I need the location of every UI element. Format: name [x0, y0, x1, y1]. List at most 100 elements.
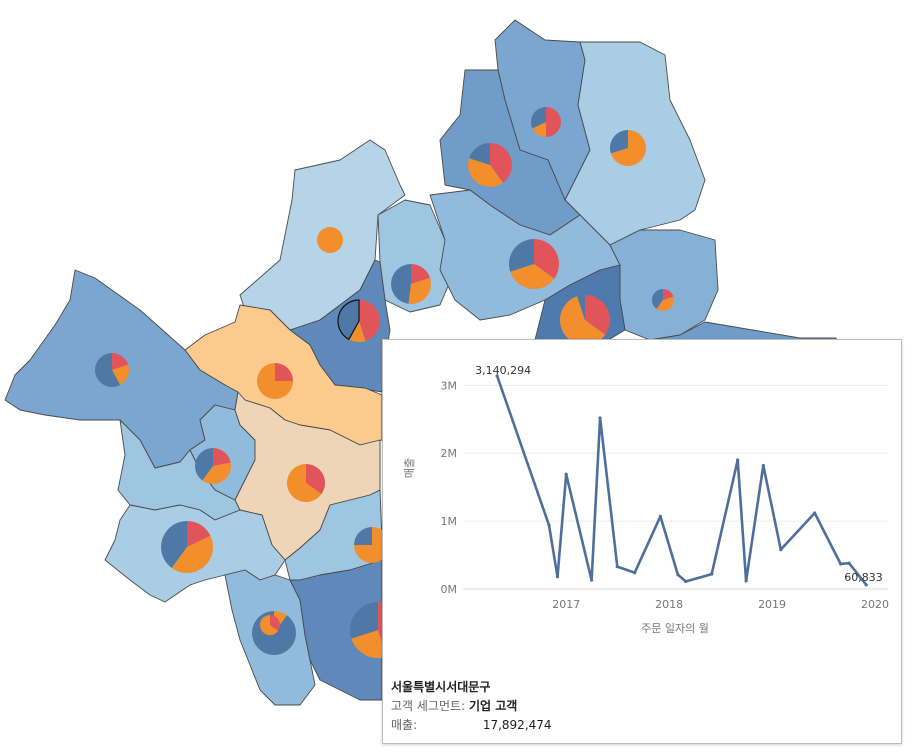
data-label: 60,833 — [844, 571, 883, 584]
pie-slice-red — [359, 300, 380, 341]
segment-value: 기업 고객 — [468, 699, 518, 713]
data-point[interactable] — [658, 514, 662, 518]
pie-slice-blue — [508, 239, 534, 272]
pie-slice-orange — [112, 364, 130, 385]
pie-slice-blue — [609, 130, 628, 154]
pie-slice-orange — [171, 535, 214, 573]
pie-marker[interactable] — [560, 295, 611, 345]
chart-gridlines — [463, 384, 888, 522]
x-tick-label: 2020 — [861, 598, 889, 611]
pie-marker[interactable] — [317, 227, 343, 253]
data-point[interactable] — [547, 523, 551, 527]
data-point[interactable] — [564, 472, 568, 476]
data-point[interactable] — [555, 575, 560, 579]
pie-slice-orange — [408, 277, 431, 304]
data-point[interactable] — [495, 374, 499, 378]
pie-slice-red — [534, 239, 560, 279]
pie-slice-red — [663, 289, 674, 300]
data-point[interactable] — [864, 583, 868, 587]
x-tick-label: 2017 — [552, 598, 580, 611]
x-axis-tick-labels: 2017 2018 2019 2020 — [552, 598, 889, 611]
pie-slice-orange — [260, 615, 279, 635]
pie-slice-red — [490, 143, 513, 183]
pie-marker[interactable] — [161, 521, 214, 573]
pie-marker[interactable] — [468, 143, 513, 187]
pie-slice-orange — [202, 462, 231, 484]
pie-slice-blue — [354, 527, 372, 545]
pie-marker[interactable] — [95, 353, 130, 387]
pie-marker[interactable] — [508, 239, 560, 290]
pie-slice-red — [306, 464, 326, 495]
pie-slice-orange — [257, 363, 293, 399]
pie-slice-orange — [317, 227, 343, 253]
data-point[interactable] — [633, 571, 637, 575]
selected-slice-outline — [337, 299, 360, 341]
pie-slice-orange — [656, 296, 674, 312]
data-point[interactable] — [744, 579, 748, 583]
pie-slice-blue — [577, 295, 585, 320]
y-tick-label: 1M — [441, 515, 458, 528]
pie-slice-blue — [531, 107, 546, 129]
district-name: 서울특별시서대문구 — [391, 680, 491, 694]
pie-slice-red — [546, 107, 561, 137]
pie-marker[interactable] — [651, 289, 674, 312]
pie-slice-red — [585, 295, 611, 335]
data-point[interactable] — [598, 416, 602, 420]
y-axis-tick-labels: 0M 1M 2M 3M — [441, 379, 458, 596]
pie-slice-orange — [532, 122, 546, 137]
data-point[interactable] — [779, 548, 783, 552]
data-point[interactable] — [838, 562, 843, 566]
pie-slice-red — [411, 264, 431, 284]
x-tick-label: 2019 — [758, 598, 786, 611]
pie-slice-blue — [391, 264, 411, 304]
pie-slice-orange — [610, 130, 646, 167]
pie-marker[interactable] — [531, 107, 561, 137]
x-axis-title: 주문 일자의 월 — [641, 621, 709, 635]
pie-slice-red — [112, 353, 129, 370]
data-point[interactable] — [736, 458, 740, 462]
pie-marker[interactable] — [195, 448, 231, 484]
y-tick-label: 3M — [441, 379, 458, 392]
pie-slice-orange — [348, 321, 366, 342]
sales-trend-chart: 0M 1M 2M 3M 2017 2018 2019 2020 매출 주문 일자의 월 3,… — [403, 364, 889, 635]
pie-slice-orange — [560, 296, 606, 345]
data-point[interactable] — [813, 511, 817, 515]
data-point[interactable] — [684, 579, 688, 584]
sales-series-line — [495, 375, 868, 586]
data-point[interactable] — [676, 573, 680, 577]
y-axis-title: 매출 — [403, 458, 416, 478]
pie-slice-blue — [161, 521, 187, 569]
pie-marker[interactable] — [354, 527, 390, 563]
pie-slice-blue — [350, 602, 378, 639]
data-point[interactable] — [710, 572, 714, 576]
data-label: 3,140,294 — [475, 364, 531, 377]
pie-marker[interactable] — [391, 264, 431, 304]
segment-label: 고객 세그먼트: — [391, 699, 466, 713]
data-point[interactable] — [761, 463, 765, 468]
pie-marker[interactable] — [609, 130, 646, 167]
chart-annotations: 3,140,294 60,833 — [475, 364, 883, 584]
district-tooltip: 0M 1M 2M 3M 2017 2018 2019 2020 매출 주문 일자의 월 3,… — [382, 339, 902, 744]
pie-marker[interactable] — [257, 363, 293, 399]
pie-slice-blue — [195, 448, 213, 481]
pie-slice-orange — [510, 264, 555, 290]
data-point[interactable] — [847, 561, 851, 565]
tooltip-details: 서울특별시서대문구 고객 세그먼트: 기업 고객 매출: 17,892,474 — [391, 678, 552, 735]
sales-row: 매출: 17,892,474 — [391, 716, 552, 735]
pie-slice-blue — [651, 289, 663, 309]
pie-slice-red — [187, 521, 211, 547]
sales-label: 매출: — [391, 718, 418, 732]
sales-series-points — [495, 374, 868, 587]
x-tick-label: 2018 — [655, 598, 683, 611]
pie-slice-blue — [469, 143, 490, 165]
sales-value: 17,892,474 — [482, 718, 552, 732]
district-gwanak[interactable] — [289, 559, 383, 701]
pie-marker[interactable] — [287, 464, 326, 502]
pie-slice-red — [270, 615, 281, 631]
pie-marker[interactable] — [260, 615, 281, 635]
data-point[interactable] — [615, 565, 619, 569]
pie-slice-orange — [351, 630, 387, 658]
data-point[interactable] — [589, 578, 594, 582]
segment-row: 고객 세그먼트: 기업 고객 — [391, 697, 552, 716]
